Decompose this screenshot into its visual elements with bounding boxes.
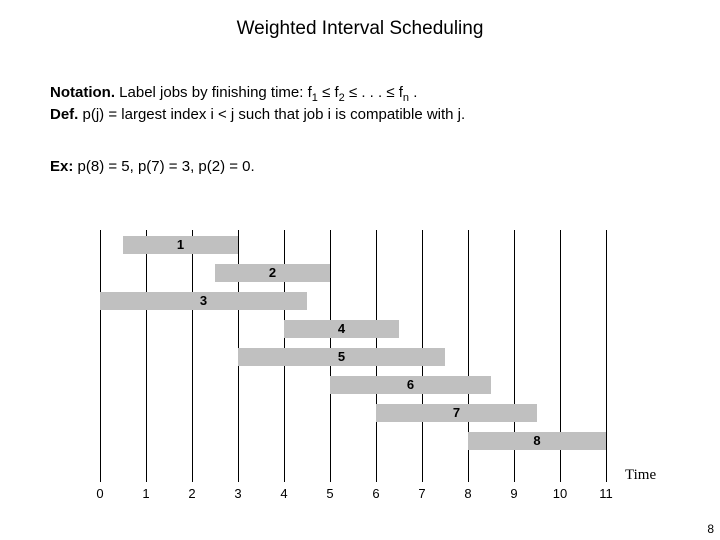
tick-label: 11 <box>599 486 613 501</box>
tick-label: 10 <box>553 486 567 501</box>
tick-label: 0 <box>96 486 103 501</box>
example-line: Ex: p(8) = 5, p(7) = 3, p(2) = 0. <box>50 156 255 177</box>
def-text: p(j) = largest index i < j such that job… <box>78 106 465 123</box>
ex-label: Ex: <box>50 158 73 175</box>
tick-label: 9 <box>510 486 517 501</box>
interval-label: 6 <box>407 377 414 392</box>
def-label: Def. <box>50 106 78 123</box>
tick-label: 1 <box>142 486 149 501</box>
interval-label: 4 <box>338 321 345 336</box>
notation-label: Notation. <box>50 84 115 101</box>
notation-line: Notation. Label jobs by finishing time: … <box>50 82 417 106</box>
slide-number: 8 <box>707 522 714 536</box>
tick-label: 4 <box>280 486 287 501</box>
grid-line <box>146 230 147 482</box>
grid-line <box>192 230 193 482</box>
interval-label: 7 <box>453 405 460 420</box>
time-axis-label: Time <box>625 467 656 484</box>
interval-chart: 0123456789101112345678 <box>100 230 606 490</box>
page-title: Weighted Interval Scheduling <box>0 0 720 40</box>
grid-line <box>606 230 607 482</box>
tick-label: 5 <box>326 486 333 501</box>
tick-label: 7 <box>418 486 425 501</box>
tick-label: 6 <box>372 486 379 501</box>
interval-label: 2 <box>269 265 276 280</box>
notation-text: Label jobs by finishing time: f <box>115 84 312 101</box>
interval-label: 5 <box>338 349 345 364</box>
tick-label: 3 <box>234 486 241 501</box>
interval-label: 3 <box>200 293 207 308</box>
grid-line <box>100 230 101 482</box>
tick-label: 2 <box>188 486 195 501</box>
interval-label: 1 <box>177 237 184 252</box>
tick-label: 8 <box>464 486 471 501</box>
interval-label: 8 <box>533 433 540 448</box>
def-line: Def. p(j) = largest index i < j such tha… <box>50 104 465 125</box>
ex-text: p(8) = 5, p(7) = 3, p(2) = 0. <box>73 158 254 175</box>
